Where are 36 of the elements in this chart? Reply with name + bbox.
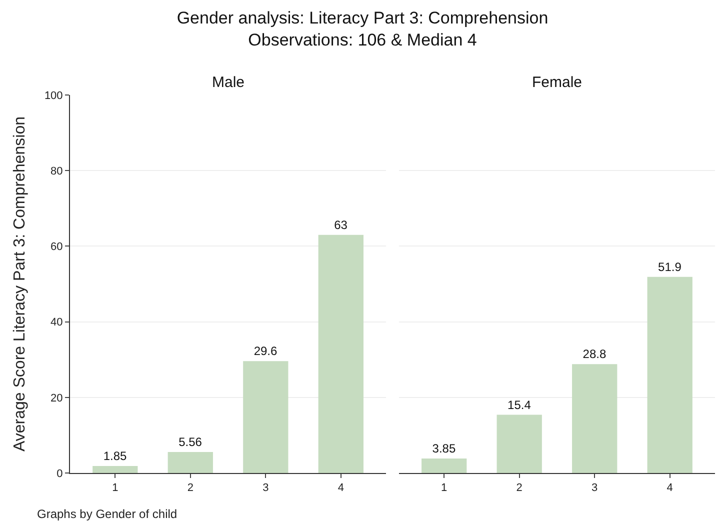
data-label: 1.85 [103, 449, 127, 464]
data-label: 63 [334, 218, 348, 232]
y-tick-label: 0 [56, 468, 63, 480]
text: Observations: 106 & Median 4 [248, 30, 477, 50]
y-tick-label: 100 [44, 90, 63, 102]
data-label: 29.6 [254, 344, 278, 358]
data-label: 15.4 [508, 398, 532, 412]
bar [318, 234, 364, 473]
y-tick-label: 20 [50, 392, 63, 404]
x-tick-label: 1 [112, 482, 118, 494]
x-tick-label: 3 [592, 482, 598, 494]
bar [168, 452, 213, 473]
x-tick-label: 3 [262, 482, 269, 494]
x-tick-label: 1 [441, 482, 448, 494]
x-tick-label: 2 [516, 482, 522, 494]
x-tick-label: 2 [187, 482, 194, 494]
bar [647, 276, 692, 473]
chart-title: Female [532, 74, 582, 91]
x-tick-label: 4 [666, 482, 673, 494]
y-tick-label: 60 [50, 241, 63, 254]
y-tick-label: 40 [50, 316, 63, 329]
bar [422, 458, 467, 473]
data-label: 51.9 [658, 260, 682, 274]
chart-title: Male [212, 74, 245, 91]
bar [243, 361, 288, 473]
y-tick-label: 80 [50, 165, 63, 178]
data-label: 3.85 [432, 441, 456, 456]
text: Gender analysis: Literacy Part 3: Comprehension [176, 8, 548, 28]
y-axis-title: Average Score Literacy Part 3: Comprehension [11, 116, 28, 452]
data-label: 5.56 [178, 434, 202, 449]
x-tick-label: 4 [338, 482, 344, 494]
bar [92, 466, 138, 473]
data-label: 28.8 [582, 347, 606, 362]
bar [572, 364, 618, 473]
text: Graphs by Gender of child [37, 507, 178, 521]
bar [496, 414, 542, 473]
